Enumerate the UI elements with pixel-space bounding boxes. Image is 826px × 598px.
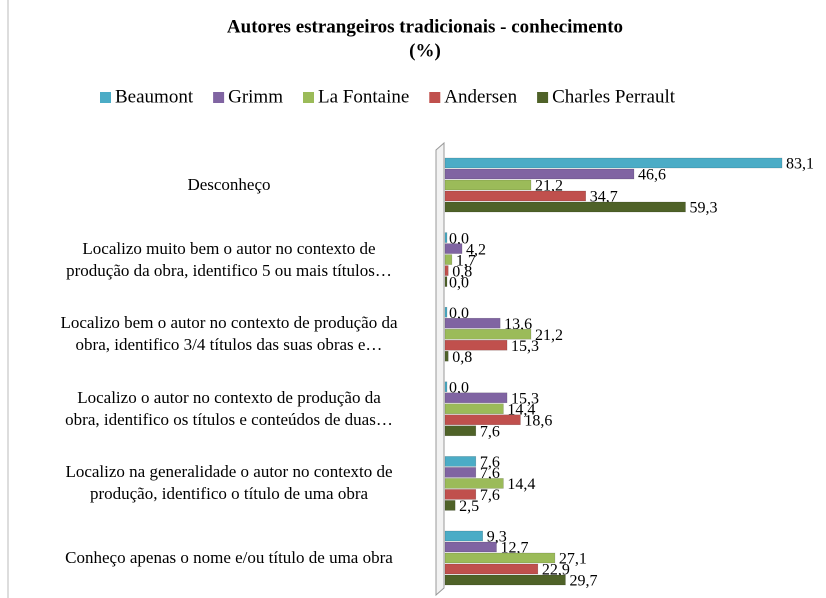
legend-swatch bbox=[429, 92, 441, 103]
value-label: 14,4 bbox=[507, 401, 535, 418]
category-label: Localizo na generalidade o autor no cont… bbox=[65, 462, 393, 504]
legend-label: Charles Perrault bbox=[552, 86, 676, 107]
value-label: 83,1 bbox=[786, 156, 814, 173]
category-label: Localizo o autor no contexto de produção… bbox=[65, 387, 393, 429]
value-label: 7,6 bbox=[480, 465, 500, 482]
category-label: Localizo muito bem o autor no contexto d… bbox=[66, 238, 392, 280]
value-label: 0,0 bbox=[449, 274, 469, 291]
value-label: 27,1 bbox=[559, 551, 587, 568]
legend-label: La Fontaine bbox=[318, 86, 409, 107]
value-label: 21,2 bbox=[535, 178, 563, 195]
bar bbox=[444, 425, 477, 437]
value-label: 13,6 bbox=[504, 316, 532, 333]
value-label: 59,3 bbox=[689, 200, 717, 217]
value-label: 7,6 bbox=[480, 423, 500, 440]
bar bbox=[444, 489, 477, 500]
category-label: Conheço apenas o nome e/ou título de uma… bbox=[65, 548, 393, 567]
axis-wall bbox=[435, 141, 445, 597]
value-label: 29,7 bbox=[569, 573, 597, 590]
value-label: 7,6 bbox=[480, 454, 500, 471]
legend-label: Beaumont bbox=[115, 86, 194, 107]
bar bbox=[444, 381, 448, 393]
bar bbox=[444, 232, 448, 243]
value-label: 46,6 bbox=[638, 167, 666, 184]
bar bbox=[444, 392, 508, 404]
bar bbox=[444, 190, 586, 202]
legend-swatch bbox=[537, 92, 549, 103]
legend-label: Grimm bbox=[228, 86, 283, 107]
chart-title: Autores estrangeiros tradicionais - conh… bbox=[227, 16, 623, 37]
bar bbox=[444, 243, 463, 254]
legend-label: Andersen bbox=[444, 86, 517, 107]
value-label: 14,4 bbox=[507, 476, 535, 493]
value-label: 21,2 bbox=[535, 327, 563, 344]
legend-swatch bbox=[213, 92, 225, 103]
legend-swatch bbox=[303, 92, 314, 103]
bar bbox=[444, 552, 556, 564]
value-label: 15,3 bbox=[511, 338, 539, 355]
value-label: 12,7 bbox=[501, 540, 529, 557]
value-label: 0,8 bbox=[452, 349, 472, 366]
bar bbox=[444, 574, 566, 586]
bar bbox=[444, 500, 456, 511]
bar bbox=[444, 254, 453, 265]
bar bbox=[444, 403, 504, 415]
value-label: 2,5 bbox=[459, 498, 479, 515]
value-label: 7,6 bbox=[480, 487, 500, 504]
chart-subtitle: (%) bbox=[409, 40, 441, 61]
bar bbox=[444, 179, 532, 191]
category-label: Desconheço bbox=[187, 175, 271, 194]
value-label: 22,9 bbox=[542, 562, 570, 579]
bar bbox=[444, 339, 508, 351]
bar bbox=[444, 563, 539, 575]
value-label: 0,0 bbox=[449, 379, 469, 396]
bar bbox=[444, 456, 477, 467]
bar bbox=[444, 478, 504, 489]
bar bbox=[444, 276, 448, 287]
legend-swatch bbox=[100, 92, 111, 103]
bar bbox=[444, 530, 483, 542]
category-label: Localizo bem o autor no contexto de prod… bbox=[60, 313, 398, 355]
value-label: 1,7 bbox=[456, 252, 476, 269]
value-label: 9,3 bbox=[487, 529, 507, 546]
bar bbox=[444, 541, 497, 553]
value-label: 4,2 bbox=[466, 241, 486, 258]
value-label: 0,0 bbox=[449, 230, 469, 247]
bar bbox=[444, 317, 501, 329]
bar bbox=[444, 306, 448, 318]
bar bbox=[444, 328, 532, 340]
value-label: 0,0 bbox=[449, 305, 469, 322]
value-label: 18,6 bbox=[524, 412, 552, 429]
bar bbox=[444, 201, 686, 213]
value-label: 0,8 bbox=[452, 263, 472, 280]
bar bbox=[444, 467, 477, 478]
bar bbox=[444, 414, 521, 426]
bar bbox=[444, 265, 449, 276]
bar bbox=[444, 350, 449, 362]
bar bbox=[444, 168, 635, 180]
value-label: 15,3 bbox=[511, 390, 539, 407]
value-label: 34,7 bbox=[590, 189, 618, 206]
bar bbox=[444, 157, 783, 169]
